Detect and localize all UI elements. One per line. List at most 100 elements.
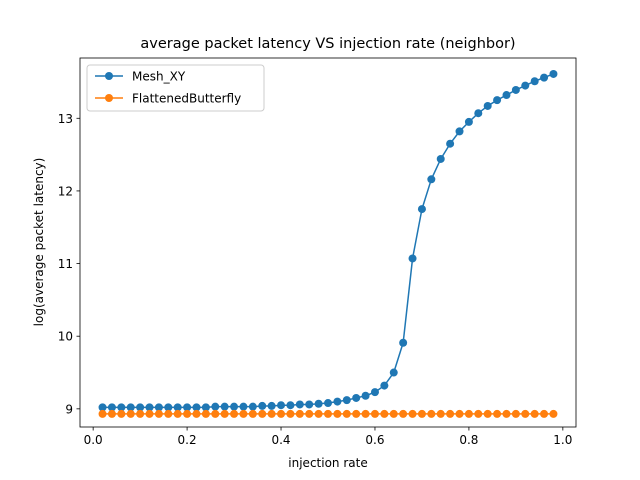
data-point: [408, 254, 417, 263]
data-point: [436, 154, 445, 163]
legend-label: FlattenedButterfly: [132, 92, 241, 106]
data-point: [333, 409, 342, 418]
data-point: [455, 409, 464, 418]
data-point: [173, 409, 182, 418]
data-point: [521, 409, 530, 418]
data-point: [446, 409, 455, 418]
data-point: [183, 409, 192, 418]
data-point: [399, 338, 408, 347]
data-point: [117, 403, 126, 412]
data-point: [521, 81, 530, 90]
data-point: [258, 409, 267, 418]
data-point: [201, 409, 210, 418]
y-tick-label: 13: [58, 112, 73, 126]
data-point: [145, 403, 154, 412]
data-point: [352, 409, 361, 418]
data-point: [493, 409, 502, 418]
data-point: [455, 127, 464, 136]
data-point: [370, 388, 379, 397]
data-point: [164, 409, 173, 418]
legend-swatch-marker: [105, 72, 113, 80]
data-point: [389, 409, 398, 418]
data-point: [107, 403, 116, 412]
y-tick-label: 11: [58, 257, 73, 271]
data-point: [154, 409, 163, 418]
data-point: [248, 409, 257, 418]
data-point: [211, 402, 220, 411]
data-point: [352, 393, 361, 402]
data-point: [230, 402, 239, 411]
data-point: [549, 69, 558, 78]
legend-box: [86, 64, 265, 112]
data-point: [511, 85, 520, 94]
series-layer: [98, 69, 558, 418]
y-tick-label: 12: [58, 184, 73, 198]
data-point: [540, 73, 549, 82]
data-point: [98, 403, 107, 412]
x-tick-label: 0.2: [178, 433, 197, 447]
data-point: [483, 101, 492, 110]
data-point: [267, 401, 276, 410]
data-point: [314, 409, 323, 418]
data-point: [380, 409, 389, 418]
chart-title: average packet latency VS injection rate…: [140, 36, 515, 52]
data-point: [220, 409, 229, 418]
data-point: [389, 368, 398, 377]
series-mesh-xy: [98, 69, 558, 412]
data-point: [136, 403, 145, 412]
x-tick-label: 0.6: [365, 433, 384, 447]
data-point: [502, 409, 511, 418]
x-tick-label: 0.8: [459, 433, 478, 447]
data-point: [464, 117, 473, 126]
data-point: [277, 401, 286, 410]
x-tick-label: 0.0: [84, 433, 103, 447]
data-point: [342, 396, 351, 405]
data-point: [464, 409, 473, 418]
data-point: [502, 91, 511, 100]
data-point: [248, 402, 257, 411]
data-point: [380, 381, 389, 390]
data-point: [107, 409, 116, 418]
data-point: [474, 409, 483, 418]
data-point: [192, 403, 201, 412]
data-point: [417, 409, 426, 418]
data-point: [286, 401, 295, 410]
y-axis: 9 10 11 12 13: [58, 112, 80, 416]
data-point: [239, 402, 248, 411]
y-axis-label: log(average packet latency): [32, 158, 46, 327]
x-tick-label: 1.0: [553, 433, 572, 447]
data-point: [286, 409, 295, 418]
data-point: [295, 409, 304, 418]
plot-area: [79, 57, 577, 428]
data-point: [267, 409, 276, 418]
data-point: [399, 409, 408, 418]
data-point: [511, 409, 520, 418]
data-point: [192, 409, 201, 418]
data-point: [324, 399, 332, 408]
data-point: [277, 409, 286, 418]
legend-label: Mesh_XY: [132, 70, 186, 84]
data-point: [239, 409, 248, 418]
data-point: [145, 409, 154, 418]
series-flattenedbutterfly: [98, 409, 558, 418]
data-point: [446, 139, 455, 148]
data-point: [333, 397, 342, 406]
data-point: [201, 403, 210, 412]
data-point: [361, 391, 370, 400]
data-point: [230, 409, 239, 418]
data-point: [427, 175, 436, 184]
data-point: [483, 409, 492, 418]
data-point: [164, 403, 173, 412]
y-tick-label: 10: [58, 330, 73, 344]
data-point: [370, 409, 379, 418]
data-point: [549, 409, 558, 418]
data-point: [211, 409, 220, 418]
series-line: [102, 73, 554, 409]
legend-swatch-marker: [105, 94, 113, 102]
data-point: [126, 409, 135, 418]
data-point: [540, 409, 549, 418]
data-point: [408, 409, 417, 418]
data-point: [314, 399, 323, 408]
data-point: [305, 400, 314, 409]
